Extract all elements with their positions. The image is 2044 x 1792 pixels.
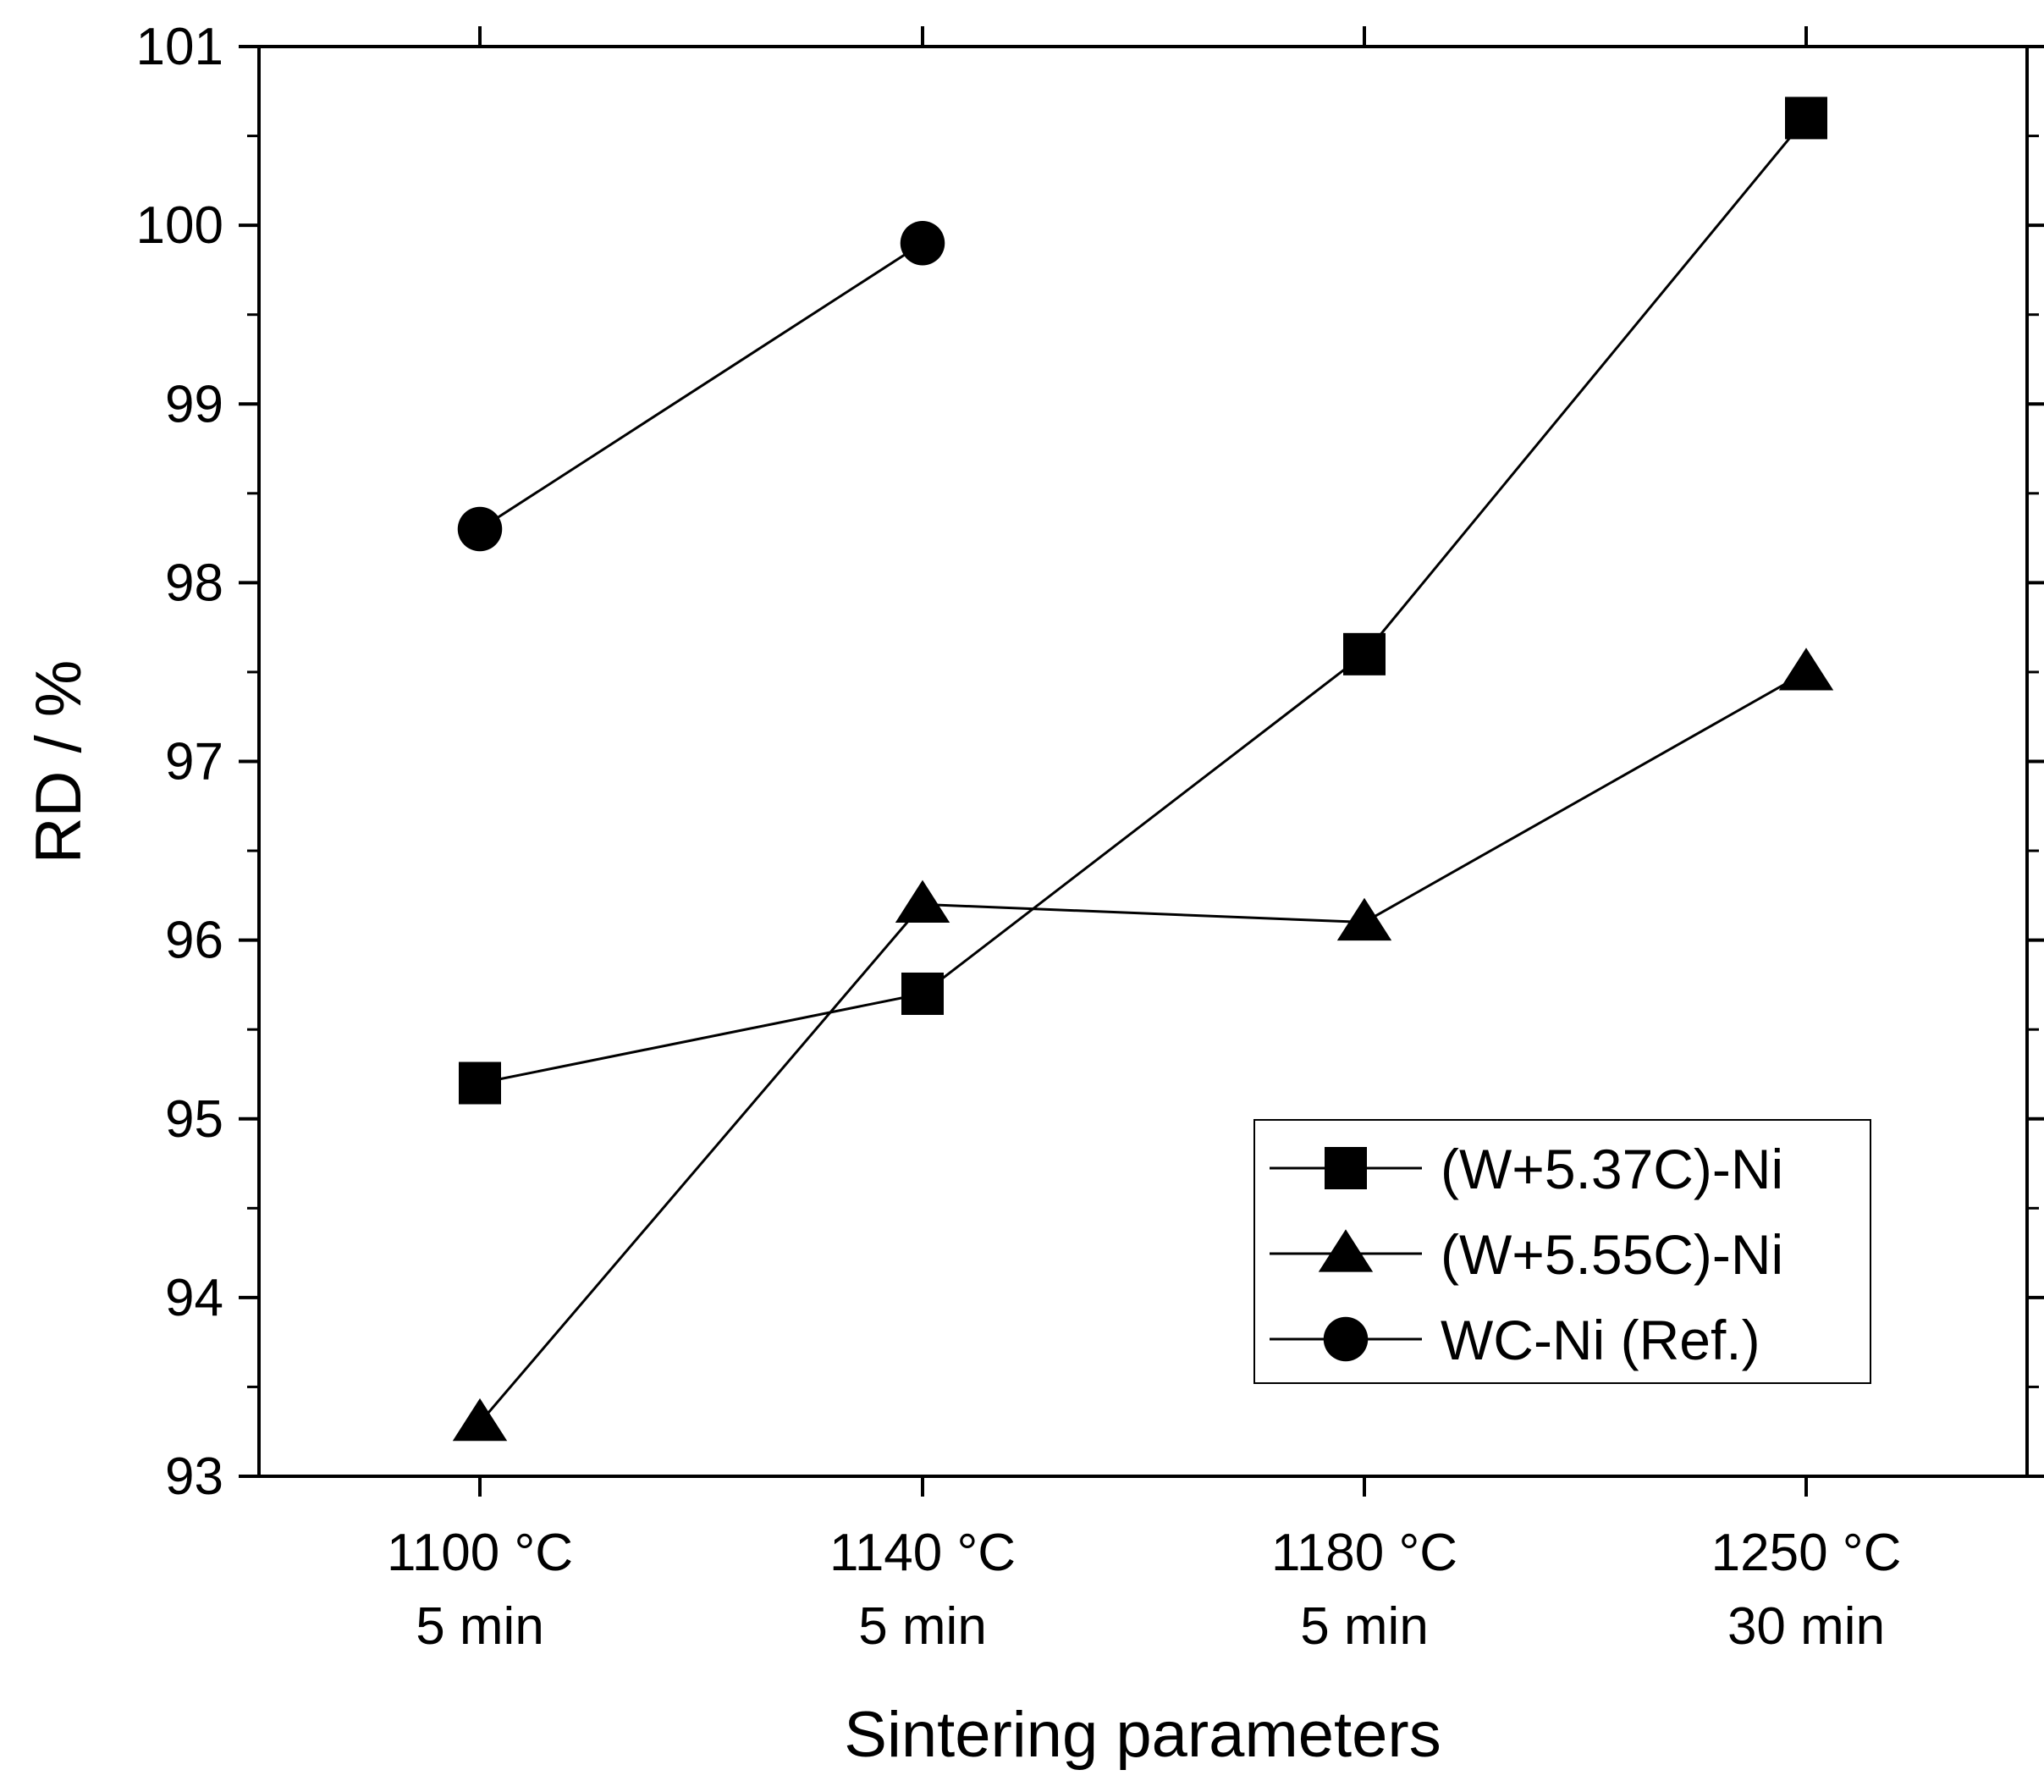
series-2-triangle-marker (1336, 897, 1392, 941)
legend-label: (W+5.37C)-Ni (1441, 1138, 1783, 1200)
series-lines (478, 117, 1808, 1424)
legend-square-marker (1325, 1147, 1367, 1189)
x-tick-label-time: 30 min (1727, 1597, 1885, 1656)
series-1-line (479, 117, 1808, 1084)
series-3-circle-marker (900, 220, 945, 266)
x-tick-label-time: 5 min (1300, 1597, 1429, 1656)
x-tick-label-temperature: 1100 °C (387, 1524, 573, 1582)
x-tick-labels: 1100 °C 5 min 1140 °C 5 min 1180 °C 5 min 1250… (387, 1524, 1901, 1656)
x-tick-label-temperature: 1140 °C (829, 1524, 1016, 1582)
y-tick-label: 99 (165, 375, 223, 433)
y-major-ticks (239, 45, 2044, 1478)
series-1-square-marker (1343, 632, 1386, 675)
x-ticks (478, 26, 1808, 1497)
y-tick-label: 100 (136, 196, 223, 255)
series-2-triangle-marker (1778, 648, 1834, 691)
series-3-line (479, 241, 923, 531)
series-markers (452, 96, 1834, 1442)
x-tick-label-time: 5 min (858, 1597, 987, 1656)
series-1-square-marker (459, 1061, 501, 1105)
y-tick-label: 101 (136, 18, 223, 76)
series-2-triangle-marker (452, 1398, 508, 1442)
x-axis-title: Sintering parameters (844, 1699, 1441, 1771)
legend-label: WC-Ni (Ref.) (1441, 1309, 1760, 1371)
y-tick-label: 95 (165, 1090, 223, 1149)
y-tick-label: 98 (165, 554, 223, 612)
legend-entries: (W+5.37C)-Ni (W+5.55C)-Ni WC-Ni (Ref.) (1270, 1138, 1783, 1371)
x-tick-label-time: 5 min (416, 1597, 544, 1656)
y-tick-label: 94 (165, 1269, 223, 1327)
y-minor-ticks (247, 135, 2039, 1388)
legend-circle-marker (1323, 1316, 1369, 1362)
series-1-square-marker (1785, 96, 1827, 140)
series-1-square-marker (901, 972, 944, 1015)
legend-triangle-marker (1318, 1229, 1374, 1272)
plot-frame (257, 45, 2029, 1478)
x-tick-label-temperature: 1180 °C (1271, 1524, 1457, 1582)
y-tick-label: 93 (165, 1447, 223, 1506)
series-2-triangle-marker (895, 879, 950, 923)
y-axis-title: RD / % (23, 660, 95, 864)
y-tick-labels: 93 94 95 96 97 98 99 100 101 (136, 18, 223, 1506)
x-tick-label-temperature: 1250 °C (1711, 1524, 1902, 1582)
legend: (W+5.37C)-Ni (W+5.55C)-Ni WC-Ni (Ref.) (1253, 1119, 1871, 1384)
series-2-line (478, 670, 1807, 1424)
series-3-circle-marker (457, 506, 503, 552)
y-tick-label: 97 (165, 733, 223, 791)
y-tick-label: 96 (165, 912, 223, 970)
legend-label: (W+5.55C)-Ni (1441, 1223, 1783, 1286)
